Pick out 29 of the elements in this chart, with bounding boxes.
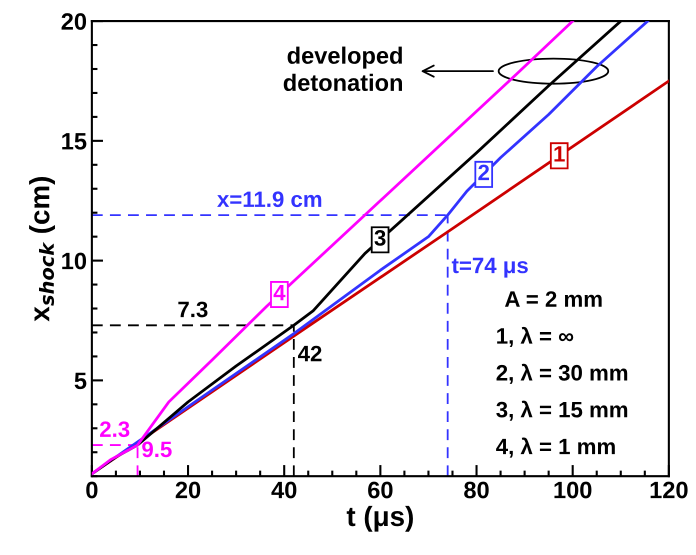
- annotation: 1, λ = ∞: [497, 326, 574, 348]
- y-axis-title: x$_{shock}$ (cm): [29, 177, 55, 322]
- y-tick-label: 15: [62, 133, 86, 150]
- series-label: 3: [374, 230, 386, 246]
- ref-line-label: t=74 μs: [452, 258, 528, 278]
- annotation: 3, λ = 15 mm: [496, 400, 628, 421]
- x-tick-label: 60: [368, 482, 393, 498]
- annotation: 2, λ = 30 mm: [496, 364, 628, 384]
- ref-line-label: 9.5: [142, 442, 172, 458]
- ref-line-label: 42: [298, 346, 322, 362]
- series-label: 4: [274, 284, 286, 300]
- ref-line-label: 7.3: [178, 302, 208, 318]
- y-tick-label: 10: [62, 252, 86, 270]
- annotation: 4, λ = 1 mm: [496, 438, 615, 458]
- y-tick-label: 20: [62, 13, 86, 30]
- ref-line-label: 2.3: [100, 421, 130, 438]
- x-tick-label: 40: [271, 482, 296, 498]
- series-label: 2: [478, 164, 490, 180]
- x-axis-title: t (μs): [346, 506, 413, 532]
- ref-line-label: x=11.9 cm: [217, 191, 322, 208]
- y-tick-label: 5: [74, 372, 86, 390]
- series-label: 1: [554, 146, 565, 162]
- x-tick-label: 80: [464, 482, 489, 498]
- x-tick-label: 100: [554, 482, 592, 498]
- annotation: A = 2 mm: [504, 291, 602, 307]
- x-tick-label: 120: [650, 482, 688, 498]
- x-tick-label: 20: [176, 482, 200, 498]
- annotation: developed detonation: [284, 46, 402, 92]
- x-tick-label: 0: [86, 482, 98, 498]
